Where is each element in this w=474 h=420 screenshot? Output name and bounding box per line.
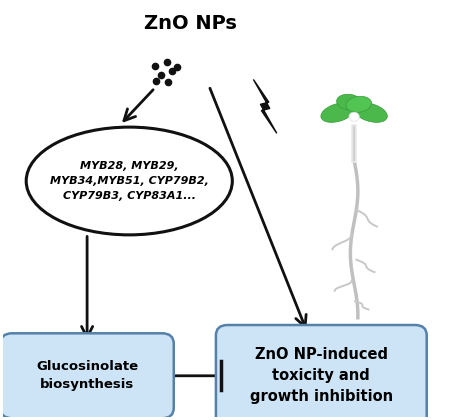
Text: ZnO NPs: ZnO NPs xyxy=(144,14,237,33)
FancyBboxPatch shape xyxy=(216,325,427,420)
Ellipse shape xyxy=(349,112,359,121)
Ellipse shape xyxy=(321,103,355,122)
Text: ZnO NP-induced
toxicity and
growth inhibition: ZnO NP-induced toxicity and growth inhib… xyxy=(250,347,393,404)
Text: Glucosinolate
biosynthesis: Glucosinolate biosynthesis xyxy=(36,360,138,391)
Ellipse shape xyxy=(354,103,387,122)
FancyBboxPatch shape xyxy=(0,333,174,418)
Text: MYB28, MYB29,
MYB34,MYB51, CYP79B2,
CYP79B3, CYP83A1...: MYB28, MYB29, MYB34,MYB51, CYP79B2, CYP7… xyxy=(50,161,209,201)
Ellipse shape xyxy=(346,96,372,112)
Ellipse shape xyxy=(337,94,362,110)
Polygon shape xyxy=(254,79,277,133)
